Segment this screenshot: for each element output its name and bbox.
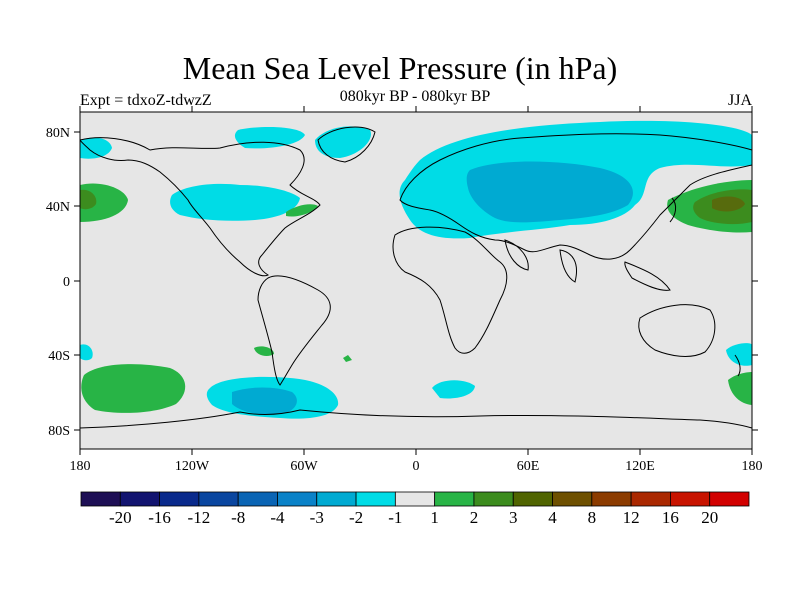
lon-label-120e: 120E (625, 459, 655, 474)
anomaly-region-alaska (80, 137, 112, 159)
anomaly-positive-atlantic (286, 204, 318, 217)
anomaly-region-north-america (170, 183, 300, 221)
colorbar-label: -20 (109, 508, 132, 527)
colorbar-label: 16 (662, 508, 679, 527)
colorbar-swatch (80, 491, 121, 507)
colorbar-swatch (670, 491, 711, 507)
lon-label-180e: 180 (742, 459, 763, 474)
anomaly-region-south-atlantic (432, 380, 475, 399)
lon-label-120w: 120W (175, 459, 210, 474)
colorbar-swatch (473, 491, 514, 507)
colorbar-swatch (591, 491, 632, 507)
colorbar-label: 12 (623, 508, 640, 527)
anomaly-positive-south-pacific-east (728, 372, 752, 405)
anomaly-region-canada-north (234, 127, 305, 149)
longitude-axis: 180 120W 60W 0 60E 120E 180 (70, 106, 763, 474)
plot-title: Mean Sea Level Pressure (in hPa) (182, 50, 618, 86)
colorbar-label: 2 (470, 508, 479, 527)
colorbar-label: 4 (548, 508, 557, 527)
colorbar-swatch (512, 491, 553, 507)
colorbar-swatch (355, 491, 396, 507)
colorbar-swatch (237, 491, 278, 507)
lat-label-80n: 80N (46, 126, 70, 141)
lat-label-40n: 40N (46, 200, 70, 215)
anomaly-core-southern-ocean (232, 387, 297, 415)
colorbar-label: -16 (148, 508, 171, 527)
colorbar-label: -12 (188, 508, 211, 527)
colorbar-swatch (198, 491, 239, 507)
colorbar-label: -2 (349, 508, 363, 527)
experiment-label: Expt = tdxoZ-tdwzZ (80, 92, 212, 109)
colorbar-swatch (709, 491, 750, 507)
colorbar-label: -3 (310, 508, 324, 527)
lon-label-180w: 180 (70, 459, 91, 474)
lat-label-80s: 80S (48, 424, 70, 439)
colorbar-label: -8 (231, 508, 245, 527)
colorbar-label: -1 (388, 508, 402, 527)
colorbar-swatch (630, 491, 671, 507)
colorbar-label: 1 (430, 508, 439, 527)
lat-label-0: 0 (63, 275, 70, 290)
anomaly-positive-south-pacific (81, 364, 186, 413)
colorbar-swatch (159, 491, 200, 507)
colorbar: -20 -16 -12 -8 -4 -3 -2 -1 1 2 3 4 8 12 16 20 (80, 491, 750, 527)
period-subtitle: 080kyr BP - 080kyr BP (339, 88, 491, 105)
latitude-axis: 80N 40N 0 40S 80S (46, 126, 758, 439)
colorbar-swatch (316, 491, 357, 507)
lon-label-0: 0 (413, 459, 420, 474)
anomaly-positive-core-dateline-west (80, 189, 97, 210)
lon-label-60e: 60E (517, 459, 540, 474)
pressure-anomaly-fields (80, 120, 752, 429)
anomaly-region-tasman (726, 343, 752, 366)
colorbar-label: 3 (509, 508, 518, 527)
colorbar-label: 8 (588, 508, 597, 527)
anomaly-positive-south-atlantic-small (254, 346, 274, 356)
anomaly-core-eurasia (466, 161, 633, 223)
lat-label-40s: 40S (48, 349, 70, 364)
colorbar-swatch (552, 491, 593, 507)
colorbar-swatch (119, 491, 160, 507)
colorbar-swatch (277, 491, 318, 507)
season-label: JJA (727, 92, 752, 109)
colorbar-label: -4 (270, 508, 285, 527)
anomaly-region-greenland (315, 126, 371, 158)
anomaly-region-se-pacific (80, 344, 93, 361)
colorbar-swatch (394, 491, 436, 507)
colorbar-label: 20 (701, 508, 718, 527)
lon-label-60w: 60W (290, 459, 318, 474)
anomaly-positive-dot (343, 355, 352, 362)
coastlines (80, 126, 752, 429)
anomaly-positive-core-max (712, 196, 745, 212)
colorbar-swatch (434, 491, 475, 507)
